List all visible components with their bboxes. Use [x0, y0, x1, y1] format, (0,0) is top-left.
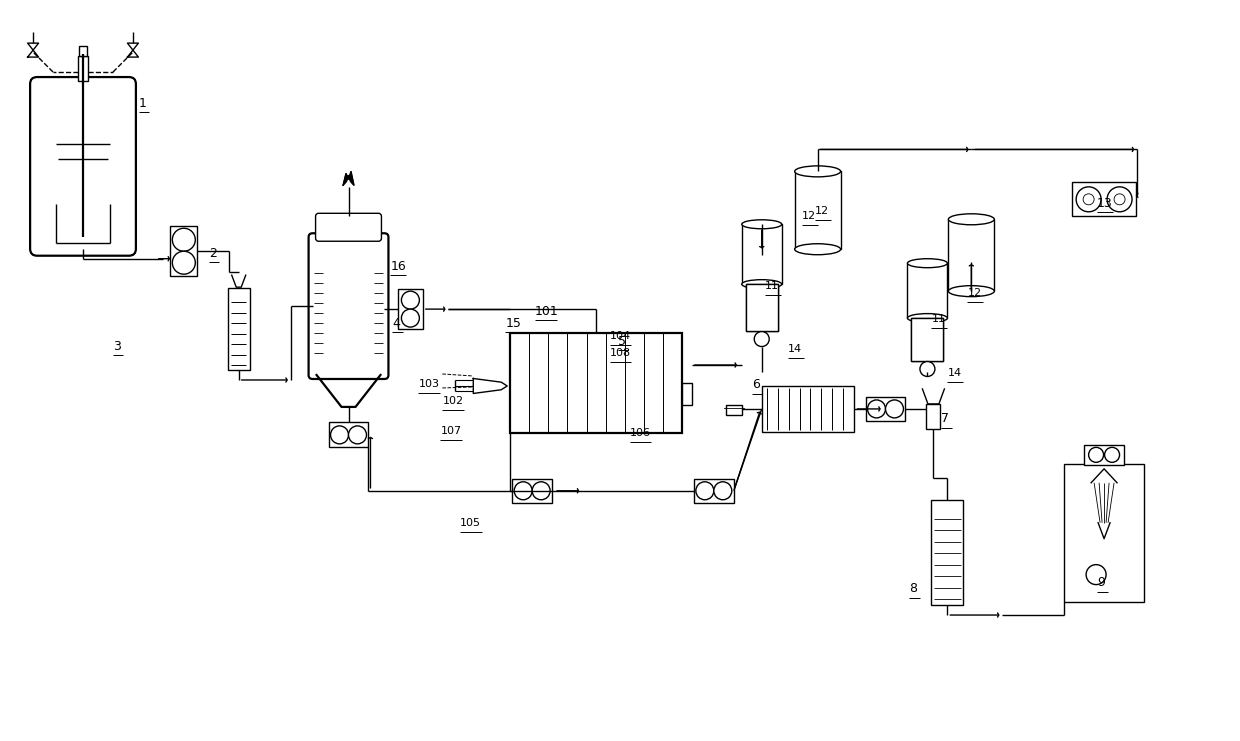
Bar [170, 226, 197, 276]
Bar [761, 386, 853, 432]
Text: 16: 16 [391, 259, 407, 273]
Circle shape [696, 482, 714, 499]
FancyBboxPatch shape [309, 233, 388, 379]
FancyBboxPatch shape [315, 213, 382, 242]
Text: 14: 14 [947, 368, 961, 378]
Circle shape [1086, 565, 1106, 585]
Text: 1: 1 [139, 97, 146, 110]
Circle shape [515, 482, 532, 499]
Bar [510, 333, 682, 433]
Bar [1064, 464, 1145, 602]
Text: 7: 7 [941, 413, 950, 425]
Bar [79, 46, 87, 56]
Bar [931, 500, 963, 605]
Circle shape [1076, 187, 1101, 212]
Bar [949, 219, 994, 291]
Text: 105: 105 [460, 518, 481, 528]
Text: 106: 106 [630, 428, 651, 438]
Text: 103: 103 [418, 379, 439, 389]
Text: 13: 13 [1097, 197, 1112, 210]
Circle shape [348, 426, 367, 444]
Bar [725, 405, 742, 415]
Circle shape [532, 482, 551, 499]
Text: 11: 11 [765, 281, 779, 291]
Ellipse shape [908, 259, 947, 268]
Circle shape [714, 482, 732, 499]
Text: 101: 101 [536, 305, 559, 318]
Bar [694, 479, 734, 502]
Circle shape [172, 251, 195, 274]
Bar [745, 284, 777, 331]
Text: 15: 15 [505, 316, 521, 330]
Text: 107: 107 [440, 426, 461, 436]
Bar [745, 284, 777, 331]
Text: 3: 3 [113, 339, 120, 353]
Bar [911, 318, 944, 361]
Bar [398, 289, 423, 329]
FancyBboxPatch shape [30, 77, 136, 256]
Bar [512, 479, 552, 502]
Circle shape [1083, 194, 1094, 205]
Ellipse shape [742, 279, 781, 289]
Circle shape [868, 400, 885, 418]
Bar [1084, 445, 1123, 465]
Bar [795, 171, 841, 249]
Ellipse shape [949, 286, 994, 296]
Bar [682, 383, 692, 405]
Text: 104: 104 [610, 331, 631, 341]
Text: 2: 2 [208, 247, 217, 259]
Text: 6: 6 [751, 379, 760, 391]
Circle shape [402, 309, 419, 327]
Ellipse shape [742, 220, 781, 229]
Bar [911, 318, 944, 361]
Circle shape [172, 228, 195, 251]
Text: 108: 108 [610, 348, 631, 358]
Ellipse shape [795, 166, 841, 177]
Text: 5: 5 [618, 334, 626, 348]
Bar [329, 422, 368, 448]
Bar [1073, 182, 1136, 216]
Text: 102: 102 [443, 396, 464, 406]
Bar [866, 397, 905, 421]
Bar [228, 288, 249, 370]
Circle shape [1105, 448, 1120, 462]
Circle shape [885, 400, 904, 418]
Text: 14: 14 [787, 344, 802, 354]
Circle shape [402, 291, 419, 309]
Text: 12: 12 [967, 288, 982, 298]
Bar [926, 404, 940, 429]
Bar [78, 56, 88, 81]
Circle shape [1089, 448, 1104, 462]
Polygon shape [343, 171, 353, 185]
Bar [742, 225, 781, 284]
Bar [908, 263, 947, 318]
Circle shape [754, 331, 769, 347]
Circle shape [1114, 194, 1125, 205]
Text: 12: 12 [815, 206, 828, 216]
Text: 12: 12 [801, 211, 816, 222]
Text: 8: 8 [909, 582, 918, 595]
Text: 9: 9 [1097, 576, 1105, 589]
Ellipse shape [949, 214, 994, 225]
Ellipse shape [908, 313, 947, 322]
Text: 11: 11 [931, 314, 945, 324]
Text: 4: 4 [392, 316, 401, 330]
Circle shape [920, 362, 935, 376]
Circle shape [331, 426, 348, 444]
Circle shape [1107, 187, 1132, 212]
Ellipse shape [795, 244, 841, 255]
